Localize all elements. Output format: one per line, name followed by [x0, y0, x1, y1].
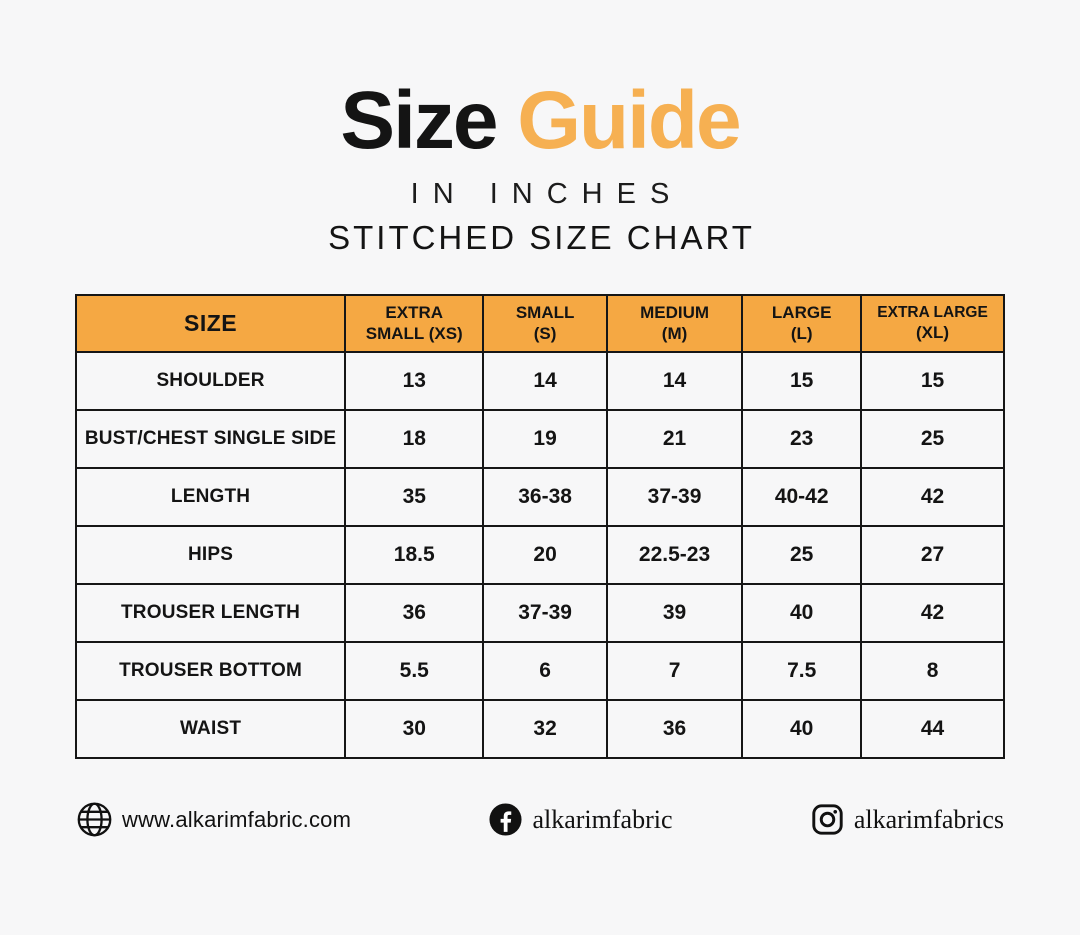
footer-website: www.alkarimfabric.com	[76, 801, 351, 838]
instagram-handle: alkarimfabrics	[853, 804, 1004, 834]
cell-waist-m: 36	[605, 699, 744, 759]
table-row-shoulder: SHOULDER 13 14 14 15 15	[74, 351, 1005, 411]
subtitle-units: IN INCHES	[410, 178, 684, 210]
cell-hips-xs: 18.5	[344, 525, 485, 585]
footer-facebook: alkarimfabric	[488, 802, 673, 837]
column-header-medium: MEDIUM (M)	[605, 294, 744, 353]
size-chart-table: SIZE EXTRA SMALL (XS) SMALL (S) MEDIUM (M) …	[74, 294, 1005, 759]
cell-hips-xl: 27	[860, 525, 1005, 585]
instagram-icon	[810, 802, 845, 837]
table-row-hips: HIPS 18.5 20 22.5-23 25 27	[74, 525, 1005, 585]
cell-trbottom-l: 7.5	[741, 641, 863, 701]
cell-trbottom-m: 7	[605, 641, 744, 701]
cell-trbottom-xl: 8	[860, 641, 1005, 701]
cell-shoulder-m: 14	[605, 351, 744, 411]
title-word-size: Size	[340, 75, 498, 166]
cell-bust-m: 21	[605, 409, 744, 469]
table-row-bust-chest: BUST/CHEST SINGLE SIDE 18 19 21 23 25	[74, 409, 1005, 469]
table-row-trouser-length: TROUSER LENGTH 36 37-39 39 40 42	[74, 583, 1005, 643]
cell-waist-s: 32	[482, 699, 608, 759]
column-header-extra-small: EXTRA SMALL (XS)	[344, 294, 485, 353]
cell-shoulder-xl: 15	[860, 351, 1005, 411]
cell-shoulder-l: 15	[741, 351, 863, 411]
row-label: LENGTH	[74, 467, 347, 527]
column-header-size: SIZE	[74, 294, 347, 353]
header-section: Size Guide IN INCHES STITCHED SIZE CHART	[0, 0, 1080, 257]
cell-length-l: 40-42	[741, 467, 863, 527]
cell-hips-l: 25	[741, 525, 863, 585]
page-title: Size Guide	[0, 80, 1080, 162]
cell-trlength-xs: 36	[344, 583, 485, 643]
cell-trlength-s: 37-39	[482, 583, 608, 643]
subtitle-chart-name: STITCHED SIZE CHART	[328, 219, 755, 256]
cell-bust-l: 23	[741, 409, 863, 469]
column-header-extra-large: EXTRA LARGE (XL)	[860, 294, 1005, 353]
row-label: BUST/CHEST SINGLE SIDE	[74, 409, 347, 469]
facebook-icon	[488, 802, 523, 837]
cell-trlength-xl: 42	[860, 583, 1005, 643]
cell-bust-xl: 25	[860, 409, 1005, 469]
cell-shoulder-xs: 13	[344, 351, 485, 411]
cell-shoulder-s: 14	[482, 351, 608, 411]
cell-trlength-l: 40	[741, 583, 863, 643]
cell-bust-xs: 18	[344, 409, 485, 469]
cell-length-m: 37-39	[605, 467, 744, 527]
column-header-small: SMALL (S)	[482, 294, 608, 353]
row-label: TROUSER BOTTOM	[74, 641, 347, 701]
row-label: SHOULDER	[74, 351, 347, 411]
table-row-trouser-bottom: TROUSER BOTTOM 5.5 6 7 7.5 8	[74, 641, 1005, 701]
cell-length-xl: 42	[860, 467, 1005, 527]
footer-instagram: alkarimfabrics	[810, 802, 1004, 837]
cell-waist-l: 40	[741, 699, 863, 759]
cell-hips-s: 20	[482, 525, 608, 585]
cell-trlength-m: 39	[605, 583, 744, 643]
row-label: WAIST	[74, 699, 347, 759]
table-header-row: SIZE EXTRA SMALL (XS) SMALL (S) MEDIUM (M) …	[74, 294, 1005, 353]
website-url: www.alkarimfabric.com	[122, 806, 352, 832]
globe-icon	[76, 801, 113, 838]
cell-waist-xs: 30	[344, 699, 485, 759]
column-header-large: LARGE (L)	[741, 294, 863, 353]
cell-trbottom-xs: 5.5	[344, 641, 485, 701]
cell-length-xs: 35	[344, 467, 485, 527]
cell-trbottom-s: 6	[482, 641, 608, 701]
table-row-length: LENGTH 35 36-38 37-39 40-42 42	[74, 467, 1005, 527]
title-word-guide: Guide	[517, 75, 741, 166]
cell-waist-xl: 44	[860, 699, 1005, 759]
facebook-handle: alkarimfabric	[532, 804, 673, 834]
row-label: HIPS	[74, 525, 347, 585]
cell-length-s: 36-38	[482, 467, 608, 527]
cell-bust-s: 19	[482, 409, 608, 469]
cell-hips-m: 22.5-23	[605, 525, 744, 585]
table-row-waist: WAIST 30 32 36 40 44	[74, 699, 1005, 759]
row-label: TROUSER LENGTH	[74, 583, 347, 643]
footer-contacts: www.alkarimfabric.com alkarimfabric alka…	[76, 801, 1004, 838]
